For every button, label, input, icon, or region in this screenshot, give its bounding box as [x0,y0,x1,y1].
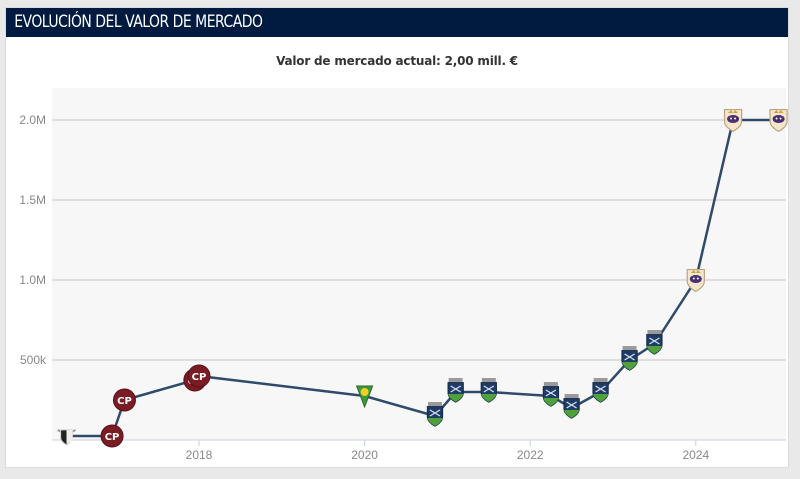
plot-background [52,88,786,440]
data-point-maroon-icon[interactable]: CP [187,364,211,388]
y-tick-label: 1.5M [19,193,46,207]
data-point-cream-purple-icon[interactable] [769,108,788,133]
x-tick-label: 2018 [186,448,213,462]
data-point-maroon-icon[interactable]: CP [112,388,136,412]
svg-text:CP: CP [117,396,132,407]
data-point-navy-green-icon[interactable] [592,378,609,403]
data-point-navy-green-icon[interactable] [646,330,663,355]
data-point-cream-purple-icon[interactable] [686,268,705,293]
y-axis: 500k 1.0M 1.5M 2.0M [19,113,47,367]
svg-text:CP: CP [192,372,207,383]
data-point-navy-green-icon[interactable] [563,394,580,419]
data-point-cream-purple-icon[interactable] [723,108,743,133]
y-tick-label: 2.0M [19,113,46,127]
data-point-markers: CPCPCPCP [57,108,788,448]
x-tick-label: 2020 [351,448,378,462]
x-tick-label: 2022 [517,448,544,462]
svg-text:CP: CP [105,432,120,443]
data-point-navy-green-icon[interactable] [480,378,497,403]
current-market-value: Valor de mercado actual: 2,00 mill. € [276,54,518,68]
data-point-navy-green-icon[interactable] [447,378,464,403]
y-tick-label: 1.0M [19,273,46,287]
x-axis: 2018 2020 2022 2024 [186,440,709,462]
data-point-black-white-icon[interactable] [57,429,76,446]
y-tick-label: 500k [20,353,47,367]
x-tick-label: 2024 [682,448,709,462]
data-point-navy-green-icon[interactable] [542,382,560,407]
grid-lines [52,119,786,441]
section-title: EVOLUCIÓN DEL VALOR DE MERCADO [14,12,263,32]
data-point-green-yellow-icon[interactable] [355,385,374,409]
data-point-maroon-icon[interactable]: CP [100,424,124,448]
section-header: EVOLUCIÓN DEL VALOR DE MERCADO [6,8,788,37]
data-point-navy-green-icon[interactable] [426,402,444,427]
data-point-navy-green-icon[interactable] [621,346,638,371]
